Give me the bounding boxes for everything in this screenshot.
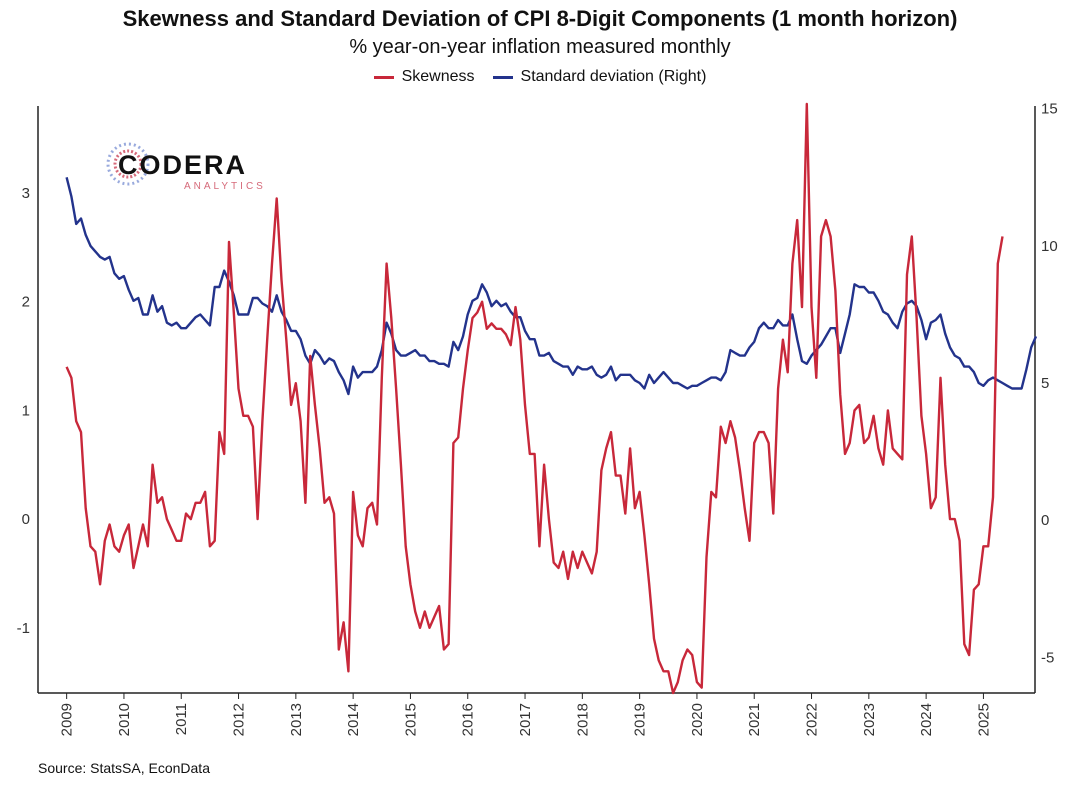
x-tick-label: 2022 <box>804 703 821 736</box>
legend-item-std-dev: Standard deviation (Right) <box>492 68 707 86</box>
chart-title: Skewness and Standard Deviation of CPI 8… <box>122 6 958 31</box>
logo-inner-mark-icon <box>113 149 143 179</box>
y-right-tick-label: 0 <box>1041 512 1049 529</box>
y-right-tick-label: 15 <box>1041 101 1058 118</box>
chart-legend: Skewness Standard deviation (Right) <box>0 68 1080 86</box>
codera-logo: CODERA ANALYTICS <box>106 142 266 192</box>
x-tick-label: 2016 <box>460 703 477 736</box>
x-tick-label: 2021 <box>746 703 763 736</box>
x-tick-label: 2009 <box>59 703 76 736</box>
y-left-tick-label: 1 <box>22 402 30 419</box>
legend-label-skewness: Skewness <box>401 68 475 85</box>
y-left-tick-label: 0 <box>22 511 30 528</box>
x-tick-label: 2023 <box>861 703 878 736</box>
x-tick-label: 2018 <box>574 703 591 736</box>
x-tick-label: 2024 <box>918 703 935 736</box>
y-left-tick-label: -1 <box>17 620 30 637</box>
x-tick-label: 2013 <box>288 703 305 736</box>
y-left-tick-label: 2 <box>22 294 30 311</box>
series-line-std-dev <box>65 177 1038 396</box>
x-tick-label: 2011 <box>173 703 190 735</box>
y-right-tick-label: -5 <box>1041 649 1054 666</box>
x-tick-label: 2019 <box>632 703 649 736</box>
y-left-tick-label: 3 <box>22 185 30 202</box>
series-lines <box>65 102 1038 695</box>
logo-name: CODERA <box>118 150 247 180</box>
logo-mark-icon <box>106 142 150 186</box>
x-tick-label: 2025 <box>975 703 992 736</box>
x-tick-label: 2020 <box>689 703 706 736</box>
legend-label-std-dev: Standard deviation (Right) <box>520 68 707 85</box>
axes <box>37 106 1036 694</box>
legend-swatch-std-dev <box>492 75 513 79</box>
x-tick-label: 2015 <box>402 703 419 736</box>
x-tick-label: 2010 <box>116 703 133 736</box>
x-tick-label: 2012 <box>231 703 248 736</box>
logo-tagline: ANALYTICS <box>184 181 266 192</box>
x-tick-label: 2017 <box>517 703 534 736</box>
legend-swatch-skewness <box>373 75 394 79</box>
chart-subtitle: % year-on-year inflation measured monthl… <box>349 36 731 58</box>
x-tick-label: 2014 <box>345 703 362 736</box>
y-right-tick-label: 5 <box>1041 375 1049 392</box>
legend-item-skewness: Skewness <box>373 68 475 86</box>
series-line-skewness <box>65 102 1004 695</box>
y-right-tick-label: 10 <box>1041 238 1058 255</box>
source-note: Source: StatsSA, EconData <box>38 760 210 776</box>
tick-labels: -1 0 1 2 3 -5 0 5 10 15 2009 2010 2011 2012 2013 2014 20… <box>17 101 1058 737</box>
